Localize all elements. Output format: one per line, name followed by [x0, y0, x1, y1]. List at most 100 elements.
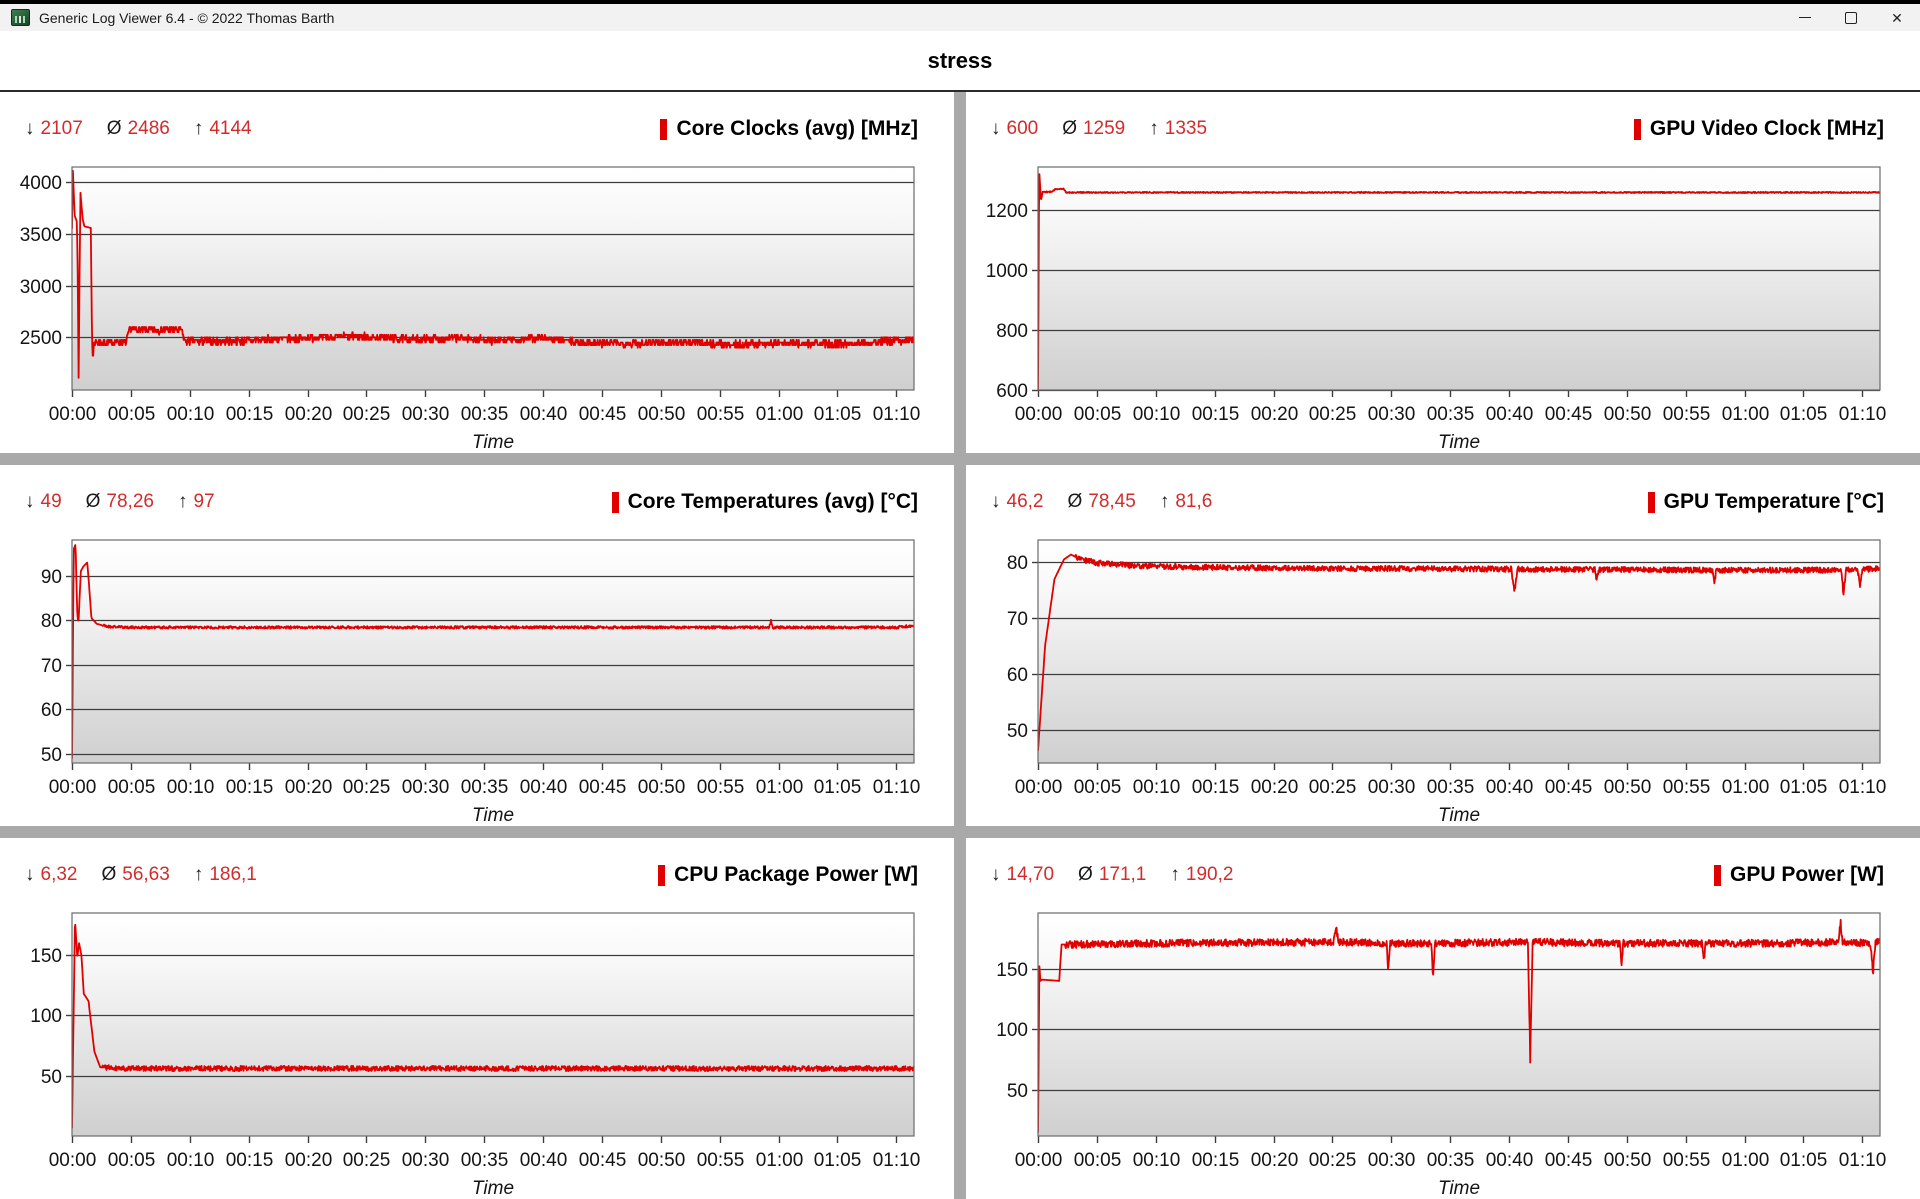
stat-min: ↓ 46,2	[991, 491, 1043, 513]
chart-stats: ↓ 49 Ø 78,26 ↑ 97	[25, 491, 215, 513]
y-tick-label: 3000	[20, 277, 62, 298]
plot-svg: 50 100 150 00:00 00:05 00:10 00:15 00:20 00:25 00…	[30, 912, 921, 1198]
plot-svg: 600 800 1000 1200 00:00 00:05 00:10 00:15 00:20 0…	[986, 166, 1886, 452]
min-arrow-icon: ↓	[25, 491, 35, 512]
x-tick-label: 00:35	[1427, 777, 1475, 798]
series-line	[1038, 553, 1880, 751]
series-line	[72, 169, 914, 379]
x-tick-label: 00:15	[226, 1150, 274, 1171]
x-tick-label: 00:45	[579, 404, 627, 425]
stat-avg: Ø 78,45	[1067, 491, 1135, 513]
x-tick-label: 00:20	[1251, 404, 1299, 425]
y-tick-label: 150	[996, 960, 1028, 981]
y-tick-label: 80	[1007, 553, 1028, 574]
stat-min-value: 46,2	[1006, 491, 1044, 512]
x-tick-label: 00:00	[1015, 404, 1063, 425]
x-tick-label: 01:10	[1839, 1150, 1887, 1171]
vertical-divider	[954, 838, 966, 1199]
maximize-icon	[1845, 11, 1857, 24]
chart-title: GPU Video Clock [MHz]	[1633, 117, 1884, 141]
chart-title: Core Clocks (avg) [MHz]	[660, 117, 918, 141]
x-tick-label: 00:00	[49, 777, 97, 798]
plot-background	[72, 540, 914, 763]
x-tick-label: 00:05	[1074, 777, 1122, 798]
titlebar[interactable]: Generic Log Viewer 6.4 - © 2022 Thomas B…	[0, 4, 1920, 31]
plot-gpu-video-clock[interactable]: 600 800 1000 1200 00:00 00:05 00:10 00:15 00:20 0…	[966, 166, 1920, 452]
max-arrow-icon: ↑	[1159, 491, 1170, 512]
chart-title: Core Temperatures (avg) [°C]	[611, 490, 918, 514]
x-tick-label: 01:00	[1722, 1150, 1770, 1171]
x-tick-label: 00:05	[108, 777, 156, 798]
close-button[interactable]: ✕	[1874, 4, 1920, 31]
x-tick-label: 00:15	[1192, 404, 1240, 425]
plot-gpu-power[interactable]: 50 100 150 00:00 00:05 00:10 00:15 00:20 00:25 00…	[966, 912, 1920, 1198]
chart-stats: ↓ 600 Ø 1259 ↑ 1335	[991, 118, 1207, 140]
x-tick-label: 00:45	[579, 777, 627, 798]
x-axis-title: Time	[472, 1178, 514, 1198]
x-tick-label: 00:15	[1192, 1150, 1240, 1171]
x-tick-label: 00:20	[285, 404, 333, 425]
horizontal-divider	[0, 826, 1920, 838]
x-tick-label: 00:25	[1309, 777, 1357, 798]
max-arrow-icon: ↑	[193, 118, 204, 139]
stat-avg-value: 56,63	[122, 864, 170, 885]
x-tick-label: 00:55	[1663, 404, 1711, 425]
y-tick-label: 4000	[20, 173, 62, 194]
stat-avg-value: 171,1	[1098, 864, 1147, 885]
y-tick-label: 80	[41, 611, 62, 632]
max-arrow-icon: ↑	[1170, 864, 1180, 885]
stat-min-value: 49	[40, 491, 62, 512]
stat-max: ↑ 4144	[194, 118, 252, 140]
plot-background	[72, 167, 914, 390]
x-tick-label: 01:05	[814, 777, 862, 798]
stat-max-value: 1335	[1164, 118, 1208, 139]
x-tick-label: 00:55	[697, 404, 745, 425]
plot-border	[1037, 166, 1881, 391]
x-axis-title: Time	[472, 432, 514, 452]
maximize-button[interactable]	[1828, 4, 1874, 31]
chart-title-text: CPU Package Power [W]	[674, 863, 918, 886]
plot-svg: 50 60 70 80 00:00 00:05 00:10 00:15 00:20 00:25 00…	[1007, 539, 1887, 825]
x-tick-label: 00:15	[226, 404, 274, 425]
x-tick-label: 01:10	[873, 1150, 921, 1171]
x-tick-label: 00:45	[1545, 777, 1593, 798]
series-line	[72, 923, 914, 1129]
chart-panel-gpu-temperature: ↓ 46,2 Ø 78,45 ↑ 81,6 GPU Temperature [°C] …	[966, 465, 1920, 826]
x-tick-label: 00:00	[49, 404, 97, 425]
stat-max: ↑ 190,2	[1170, 864, 1233, 886]
y-tick-label: 90	[41, 567, 62, 588]
x-tick-label: 00:25	[343, 777, 391, 798]
plot-core-clocks[interactable]: 2500 3000 3500 4000 00:00 00:05 00:10 00:15 00:2…	[0, 166, 954, 452]
legend-color-bar	[660, 118, 668, 140]
x-tick-label: 01:10	[1839, 777, 1887, 798]
y-tick-label: 150	[30, 946, 62, 967]
stat-min-value: 2107	[40, 118, 83, 139]
y-tick-label: 100	[996, 1020, 1028, 1041]
chart-header: ↓ 600 Ø 1259 ↑ 1335 GPU Video Clock [MHz]	[991, 114, 1884, 144]
x-tick-label: 00:00	[1015, 1150, 1063, 1171]
x-tick-label: 00:25	[1309, 1150, 1357, 1171]
x-tick-label: 00:05	[108, 404, 156, 425]
minimize-button[interactable]	[1782, 4, 1828, 31]
min-arrow-icon: ↓	[991, 864, 1001, 885]
plot-core-temperatures[interactable]: 50 60 70 80 90 00:00 00:05 00:10 00:15 00:20 00:25…	[0, 539, 954, 825]
x-tick-label: 01:10	[873, 777, 921, 798]
y-tick-label: 60	[1007, 665, 1028, 686]
x-tick-label: 00:35	[461, 404, 509, 425]
y-tick-label: 60	[41, 700, 62, 721]
stat-avg: Ø 1259	[1062, 118, 1125, 140]
stat-min: ↓ 6,32	[25, 864, 77, 886]
legend-color-bar	[611, 491, 619, 513]
x-tick-label: 00:30	[402, 404, 450, 425]
plot-gpu-temperature[interactable]: 50 60 70 80 00:00 00:05 00:10 00:15 00:20 00:25 00…	[966, 539, 1920, 825]
y-tick-label: 1200	[986, 201, 1028, 222]
y-tick-label: 2500	[20, 328, 62, 349]
x-tick-label: 00:55	[697, 777, 745, 798]
x-tick-label: 00:10	[167, 404, 215, 425]
x-tick-label: 01:05	[814, 404, 862, 425]
stat-max: ↑ 1335	[1149, 118, 1207, 140]
screen-top-edge	[0, 0, 1920, 4]
plot-cpu-package-power[interactable]: 50 100 150 00:00 00:05 00:10 00:15 00:20 00:25 00…	[0, 912, 954, 1198]
plot-background	[72, 913, 914, 1136]
x-tick-label: 00:50	[1604, 404, 1652, 425]
